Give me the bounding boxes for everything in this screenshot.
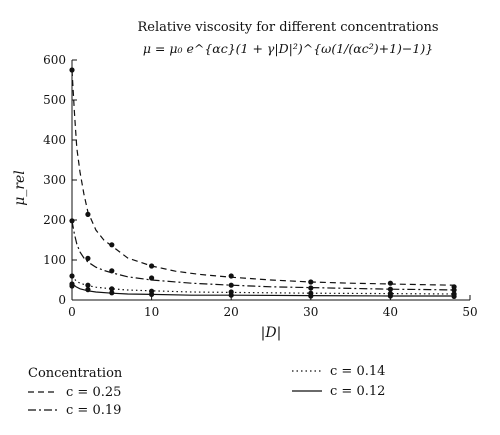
y-tick-label: 500 (43, 93, 66, 107)
data-point (387, 286, 393, 292)
series-line-dashed (71, 69, 455, 286)
data-point (109, 286, 115, 292)
data-point (308, 293, 314, 299)
data-point (149, 291, 155, 297)
data-point (69, 283, 75, 289)
y-axis-title: μ_rel (12, 170, 28, 206)
series-line-dashdot (71, 220, 455, 291)
x-tick-label: 40 (383, 305, 398, 319)
series-line-dotted (71, 275, 455, 295)
legend: Concentration c = 0.25c = 0.19c = 0.14c … (28, 364, 385, 418)
data-point (308, 279, 314, 285)
series-points (69, 67, 457, 299)
legend-entries: c = 0.25 c = 0.19 c = 0.14 c = 0.12 (28, 364, 385, 418)
data-point (228, 292, 234, 298)
data-point (85, 211, 91, 217)
data-point (228, 273, 234, 279)
series-lines (71, 69, 455, 297)
data-point (308, 285, 314, 291)
legend-label: c = 0.25 (66, 385, 121, 400)
legend-title: Concentration (28, 366, 123, 381)
x-ticks: 0 10 20 30 40 50 (68, 295, 478, 319)
data-point (85, 287, 91, 293)
y-tick-label: 300 (43, 173, 66, 187)
data-point (387, 293, 393, 299)
x-tick-label: 30 (303, 305, 318, 319)
y-tick-label: 600 (43, 53, 66, 67)
data-point (109, 268, 115, 274)
data-point (85, 282, 91, 288)
chart-title: Relative viscosity for different concent… (137, 20, 438, 35)
data-point (149, 263, 155, 269)
legend-label: c = 0.19 (66, 403, 121, 418)
data-point (69, 218, 75, 224)
data-point (387, 280, 393, 286)
data-point (69, 67, 75, 73)
y-tick-label: 100 (43, 253, 66, 267)
x-tick-label: 20 (224, 305, 239, 319)
y-tick-label: 400 (43, 133, 66, 147)
data-point (69, 273, 75, 279)
y-tick-label: 200 (43, 213, 66, 227)
x-axis-title: |D| (261, 325, 282, 341)
legend-label: c = 0.12 (330, 384, 385, 399)
y-tick-label: 0 (58, 293, 66, 307)
chart-formula: μ = μ₀ e^{αc}(1 + γ|D|²)^{ω(1/(αc²)+1)−1… (143, 41, 433, 56)
x-tick-label: 10 (144, 305, 159, 319)
x-tick-label: 50 (462, 305, 477, 319)
x-tick-label: 0 (68, 305, 76, 319)
data-point (451, 287, 457, 293)
y-ticks: 0 100 200 300 400 500 600 (43, 53, 77, 307)
axes (71, 60, 470, 301)
data-point (109, 290, 115, 296)
data-point (85, 255, 91, 261)
data-point (451, 293, 457, 299)
data-point (149, 275, 155, 281)
data-point (109, 242, 115, 248)
data-point (228, 282, 234, 288)
legend-label: c = 0.14 (330, 364, 385, 379)
